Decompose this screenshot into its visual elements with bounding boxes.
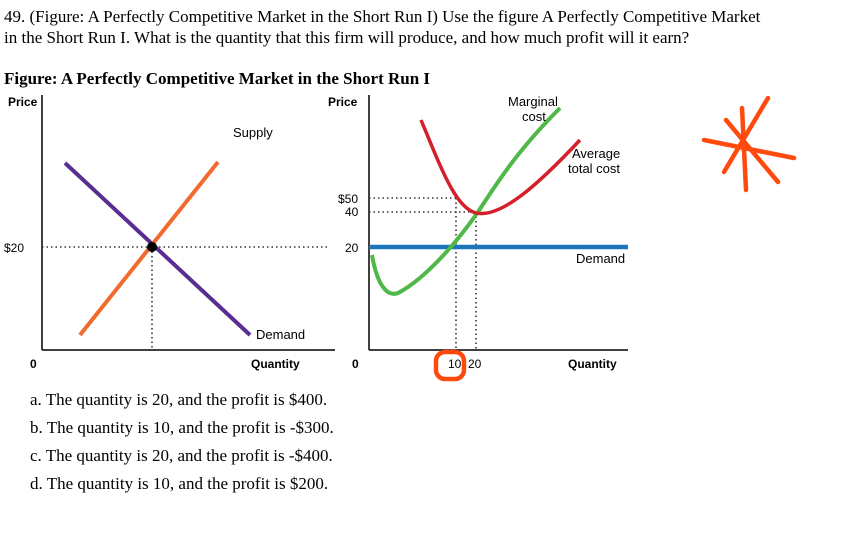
firm-quantity-tick-10: 10	[448, 357, 462, 371]
market-equilibrium-point	[147, 242, 157, 252]
firm-price-tick-50: $50	[338, 192, 358, 206]
question-text: 49. (Figure: A Perfectly Competitive Mar…	[4, 6, 859, 48]
mc-label-line-2: cost	[522, 109, 546, 124]
option-d[interactable]: d. The quantity is 10, and the profit is…	[30, 474, 329, 493]
option-a[interactable]: a. The quantity is 20, and the profit is…	[30, 390, 328, 409]
marginal-cost-curve	[370, 106, 562, 296]
firm-origin-label: 0	[352, 357, 359, 371]
answer-options: a. The quantity is 20, and the profit is…	[30, 386, 334, 498]
atc-label-line-1: Average	[572, 146, 620, 161]
market-y-axis-label: Price	[8, 95, 38, 109]
market-graph: Price 0 Quantity $20 Supply Demand	[4, 95, 335, 371]
average-total-cost-curve	[419, 119, 582, 216]
firm-y-axis-label: Price	[328, 95, 358, 109]
firm-x-axis-label: Quantity	[568, 357, 617, 371]
handwritten-circle-annotation	[433, 349, 467, 382]
question-line-2: in the Short Run I. What is the quantity…	[4, 28, 690, 47]
firm-graph: Price 0 Quantity $50 40 20 10 20 Margina…	[328, 94, 628, 371]
atc-label-line-2: total cost	[568, 161, 620, 176]
option-c[interactable]: c. The quantity is 20, and the profit is…	[30, 446, 333, 465]
handwritten-star-annotation	[701, 95, 797, 193]
firm-price-tick-40: 40	[345, 205, 359, 219]
question-line-1: 49. (Figure: A Perfectly Competitive Mar…	[4, 7, 761, 26]
firm-demand-label: Demand	[576, 251, 625, 266]
market-demand-curve	[63, 161, 252, 337]
market-origin-label: 0	[30, 357, 37, 371]
option-b[interactable]: b. The quantity is 10, and the profit is…	[30, 418, 334, 437]
firm-price-tick-20: 20	[345, 241, 359, 255]
market-x-axis-label: Quantity	[251, 357, 300, 371]
market-price-tick: $20	[4, 241, 24, 255]
supply-label: Supply	[233, 125, 273, 140]
market-demand-label: Demand	[256, 327, 305, 342]
figure-title: Figure: A Perfectly Competitive Market i…	[4, 69, 431, 88]
firm-quantity-tick-20: 20	[468, 357, 482, 371]
mc-label-line-1: Marginal	[508, 94, 558, 109]
